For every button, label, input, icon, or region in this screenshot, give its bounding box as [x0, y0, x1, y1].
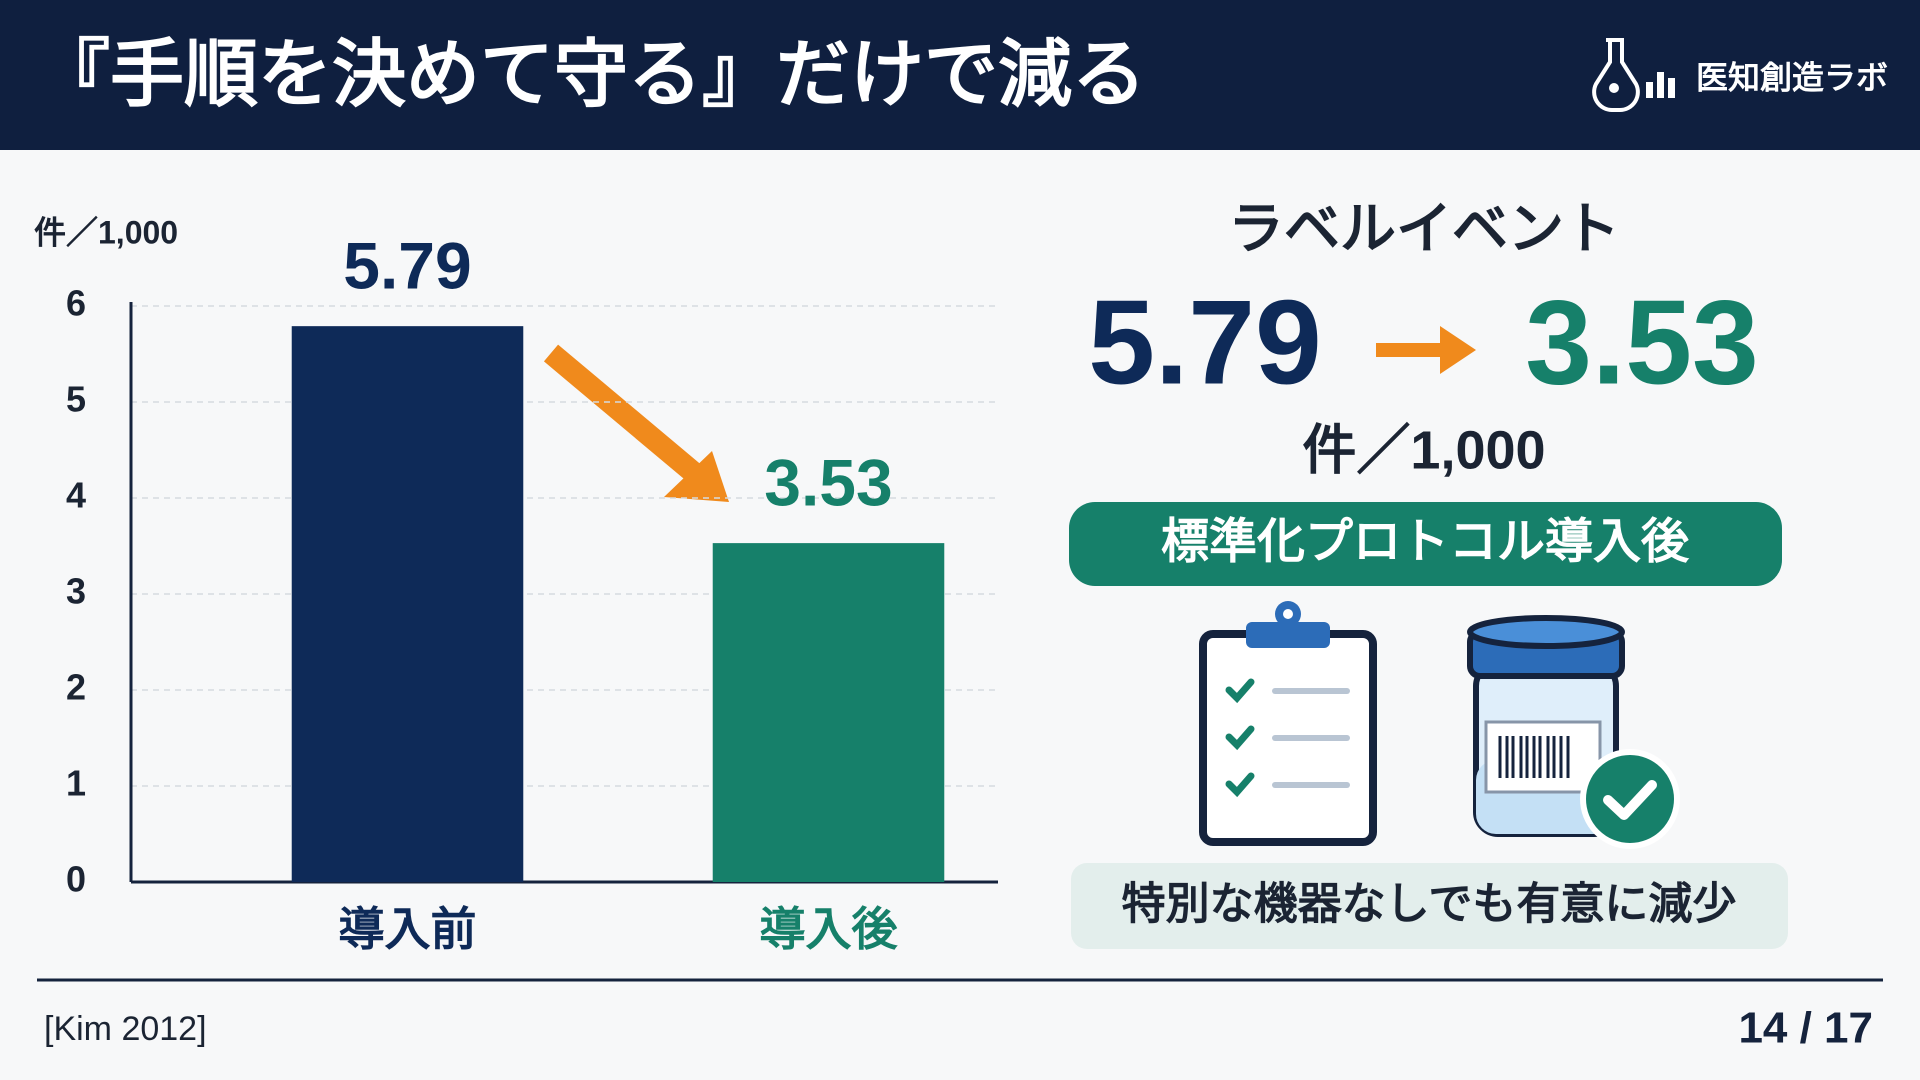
y-tick-label: 3 — [66, 571, 86, 612]
trend-arrow — [543, 344, 708, 487]
y-tick-label: 6 — [66, 283, 86, 324]
value-label: 5.79 — [343, 229, 471, 303]
badge — [1069, 502, 1782, 586]
note-box — [1071, 863, 1788, 949]
y-tick-label: 4 — [66, 475, 86, 516]
after-value: 3.53 — [1525, 276, 1759, 410]
x-tick-label: 導入後 — [760, 903, 899, 955]
note-text: 特別な機器なしでも有意に減少 — [1122, 880, 1737, 929]
before-value: 5.79 — [1088, 276, 1322, 410]
logo-text: 医知創造ラボ — [1696, 59, 1888, 95]
value-label: 3.53 — [764, 446, 892, 520]
clipboard-icon — [1199, 601, 1377, 846]
y-axis-label: 件／1,000 — [34, 214, 178, 250]
page-number: 14 / 17 — [1738, 1004, 1873, 1053]
slide-title: 『手順を決めて守る』だけで減る — [36, 33, 1146, 116]
change-arrow-head — [1440, 326, 1476, 374]
logo-icon — [1592, 38, 1675, 112]
source: [Kim 2012] — [44, 1010, 207, 1048]
trend-arrow-head — [664, 451, 729, 502]
panel-title: ラベルイベント — [1228, 197, 1620, 260]
y-tick-label: 1 — [66, 763, 86, 804]
bar — [291, 326, 524, 882]
sample-jar-icon — [1467, 615, 1680, 849]
y-tick-label: 5 — [66, 379, 86, 420]
x-tick-label: 導入前 — [339, 903, 477, 955]
badge-text: 標準化プロトコル導入後 — [1161, 516, 1690, 569]
y-tick-label: 2 — [66, 667, 86, 708]
bar — [712, 543, 945, 882]
y-tick-label: 0 — [66, 859, 86, 900]
panel-unit: 件／1,000 — [1302, 420, 1545, 480]
